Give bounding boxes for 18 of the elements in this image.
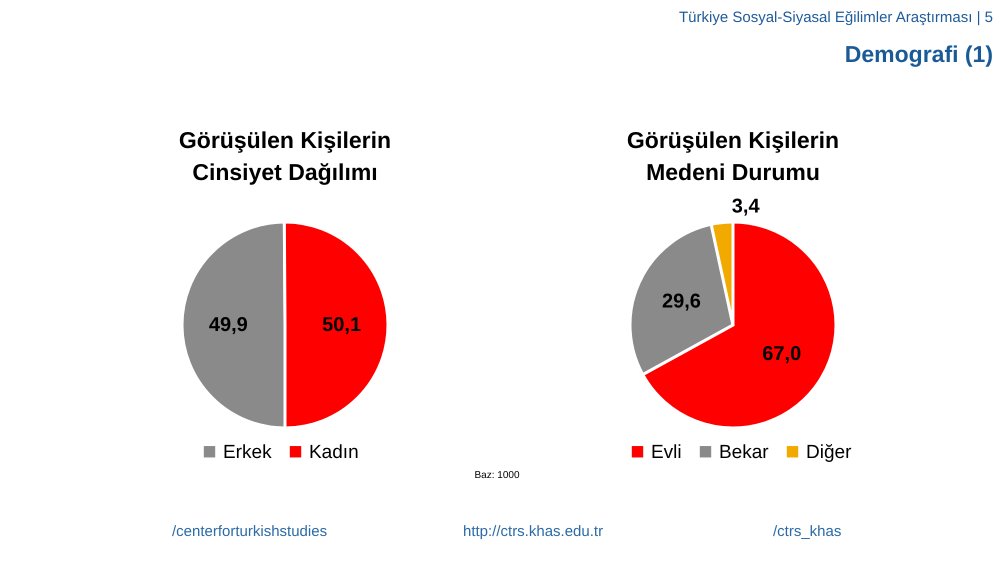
legend-label: Kadın	[309, 442, 359, 463]
data-label: 67,0	[762, 342, 802, 365]
chart-title: Görüşülen Kişilerin Medeni Durumu	[626, 127, 840, 186]
legend-label: Diğer	[806, 442, 852, 463]
text: Demografi (1)	[844, 41, 993, 67]
data-label: 49,9	[208, 314, 248, 336]
legend-label: Erkek	[223, 442, 272, 463]
chart-title: Görüşülen Kişilerin Cinsiyet Dağılımı	[178, 127, 392, 186]
text: http://ctrs.khas.edu.tr	[463, 523, 604, 540]
text: Türkiye Sosyal-Siyasal Eğilimler Araştırması | 5	[679, 9, 993, 26]
legend-label: Bekar	[719, 442, 770, 463]
text: Baz: 1000	[474, 470, 520, 481]
legend-label: Evli	[651, 442, 682, 463]
data-label: 29,6	[662, 290, 701, 313]
text: /centerforturkishstudies	[172, 523, 328, 540]
text: /ctrs_khas	[773, 523, 842, 540]
data-label: 50,1	[322, 314, 362, 336]
data-label: 3,4	[732, 196, 760, 218]
